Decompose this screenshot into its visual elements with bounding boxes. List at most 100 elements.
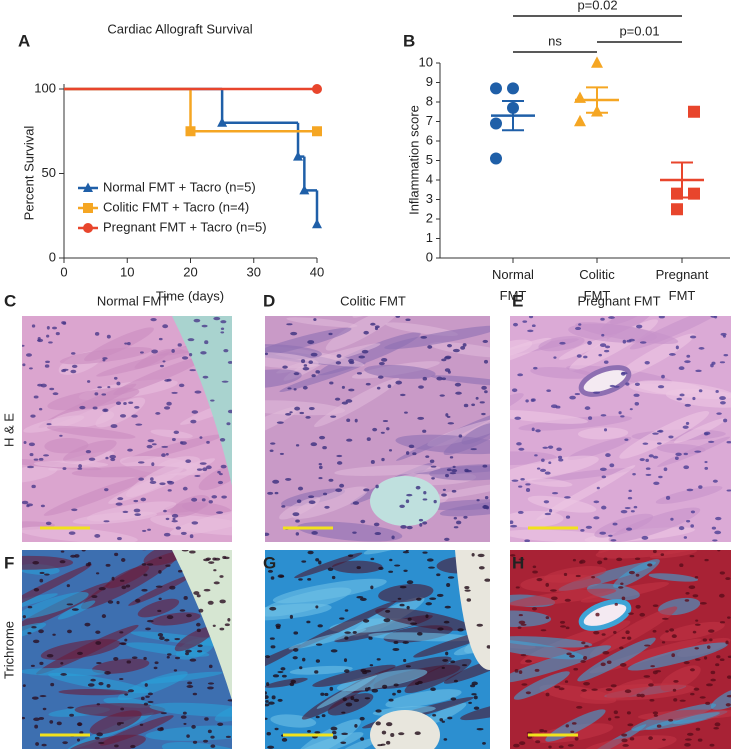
nucleus <box>293 372 300 376</box>
nucleus <box>621 636 626 639</box>
nucleus <box>271 695 276 700</box>
nucleus <box>593 391 601 394</box>
y-tick-label: 8 <box>426 93 433 108</box>
nucleus <box>203 558 210 562</box>
nucleus <box>219 575 224 578</box>
nucleus <box>482 742 486 745</box>
nucleus <box>289 682 295 687</box>
nucleus <box>332 730 337 735</box>
nucleus <box>513 743 520 748</box>
nucleus <box>155 412 161 415</box>
nucleus <box>443 620 450 624</box>
nucleus <box>135 598 141 603</box>
nucleus <box>591 688 598 691</box>
nucleus <box>115 502 123 506</box>
nucleus <box>166 615 174 620</box>
tissue-fiber <box>430 375 490 387</box>
nucleus <box>38 457 44 461</box>
nucleus <box>341 385 345 389</box>
tissue-fiber <box>439 499 490 517</box>
tissue-fiber <box>89 710 142 735</box>
nucleus <box>524 539 531 542</box>
nucleus <box>553 356 557 359</box>
nucleus <box>727 616 731 619</box>
nucleus <box>94 392 99 396</box>
nucleus <box>202 739 209 743</box>
nucleus <box>639 612 646 617</box>
tissue-fiber <box>316 674 377 709</box>
nucleus <box>202 467 208 472</box>
nucleus <box>410 622 418 625</box>
tissue-fiber <box>656 443 706 454</box>
nucleus <box>339 617 345 620</box>
nucleus <box>336 461 343 465</box>
nucleus <box>364 697 371 700</box>
nucleus <box>684 599 690 602</box>
nucleus <box>107 386 111 389</box>
nucleus <box>277 698 283 702</box>
nucleus <box>116 381 121 386</box>
nucleus <box>208 664 213 669</box>
nucleus <box>412 452 417 456</box>
nucleus <box>482 339 489 344</box>
y-tick-label: 4 <box>426 171 433 186</box>
nucleus <box>398 732 405 736</box>
nucleus <box>197 650 203 653</box>
nucleus <box>534 454 538 457</box>
nucleus <box>109 454 117 459</box>
nucleus <box>178 383 185 388</box>
nucleus <box>473 695 478 700</box>
nucleus <box>166 653 172 656</box>
nucleus <box>110 424 118 429</box>
nucleus <box>270 576 275 580</box>
nucleus <box>644 361 650 365</box>
nucleus <box>417 416 425 420</box>
nucleus <box>457 628 464 632</box>
nucleus <box>46 334 50 338</box>
nucleus <box>320 692 325 696</box>
nucleus <box>639 693 645 698</box>
nucleus <box>346 438 353 442</box>
nucleus <box>475 396 479 400</box>
nucleus <box>301 359 306 364</box>
nucleus <box>679 393 685 397</box>
nucleus <box>126 342 131 346</box>
nucleus <box>406 605 410 610</box>
nucleus <box>352 630 357 634</box>
nucleus <box>656 724 662 728</box>
nucleus <box>171 438 176 442</box>
tissue-fiber <box>426 482 490 500</box>
nucleus <box>22 684 26 688</box>
nucleus <box>196 622 201 627</box>
nucleus <box>121 585 127 590</box>
nucleus <box>621 738 628 743</box>
nucleus <box>377 375 384 379</box>
nucleus <box>484 390 488 394</box>
nucleus <box>210 399 215 402</box>
nucleus <box>587 340 592 345</box>
tissue-fiber <box>531 468 633 482</box>
tissue-fiber <box>22 591 89 619</box>
nucleus <box>619 646 624 650</box>
nucleus <box>173 669 178 672</box>
tissue-fiber <box>33 460 109 468</box>
nucleus <box>166 378 172 382</box>
tissue-fiber <box>265 677 308 688</box>
nucleus <box>418 518 424 522</box>
nucleus <box>180 715 187 719</box>
nucleus <box>211 495 218 499</box>
nucleus <box>407 617 412 621</box>
nucleus <box>219 473 223 476</box>
nucleus <box>207 729 212 734</box>
nucleus <box>345 399 353 403</box>
nucleus <box>671 634 677 639</box>
tissue-fiber <box>510 610 552 627</box>
nucleus <box>663 467 668 472</box>
nucleus <box>43 454 50 457</box>
nucleus <box>461 664 467 667</box>
nucleus <box>172 517 176 521</box>
nucleus <box>711 361 716 365</box>
nucleus <box>265 695 269 700</box>
nucleus <box>352 531 357 534</box>
nucleus <box>221 380 229 383</box>
